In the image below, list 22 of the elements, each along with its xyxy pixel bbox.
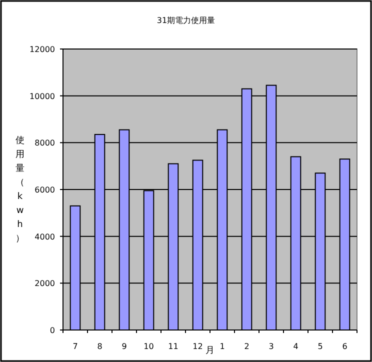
- x-tick-label: 10: [144, 342, 154, 351]
- x-tick-label: 4: [293, 342, 298, 351]
- x-tick-label: 9: [122, 342, 127, 351]
- y-tick-label: 8000: [34, 138, 55, 148]
- x-tick-label: 6: [342, 342, 348, 351]
- y-axis-title: 使用量（kwh）: [16, 135, 24, 244]
- x-tick-label: 1: [220, 342, 225, 351]
- x-tick-label: 12: [192, 342, 203, 351]
- y-tick-label: 0: [50, 326, 55, 335]
- x-tick-label: 5: [318, 342, 323, 351]
- y-tick-label: 4000: [34, 232, 55, 242]
- y-tick-label: 6000: [34, 186, 55, 194]
- y-tick-label: 2000: [34, 279, 55, 288]
- y-tick-label: 12000: [30, 45, 55, 54]
- x-tick-label: 2: [244, 342, 250, 351]
- x-tick-label: 3: [268, 342, 274, 351]
- x-axis-title: 月: [206, 346, 214, 356]
- y-tick-label: 10000: [30, 92, 55, 101]
- chart-title: 31期電力使用量: [156, 16, 216, 25]
- x-tick-label: 7: [72, 342, 78, 351]
- x-tick-label: 8: [97, 342, 102, 351]
- x-tick-label: 11: [168, 342, 178, 351]
